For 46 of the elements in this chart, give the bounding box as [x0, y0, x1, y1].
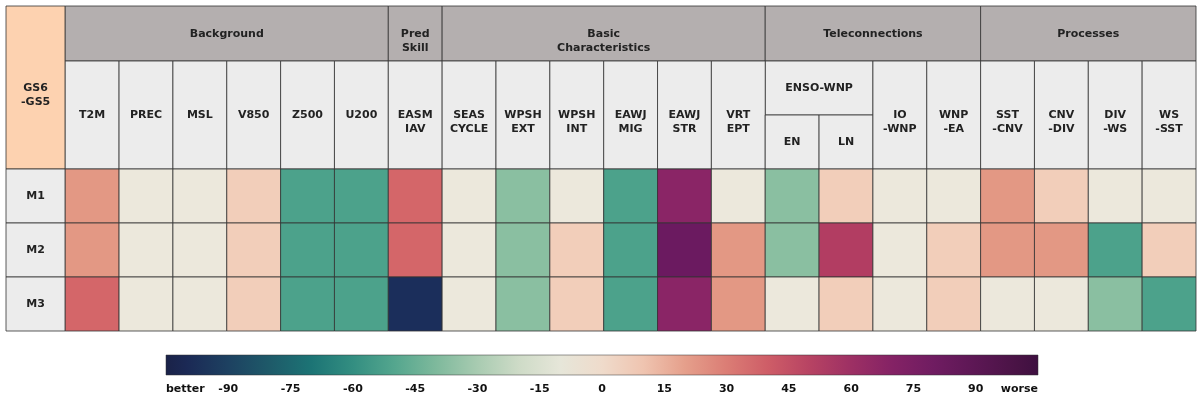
text: Pred Skill: [400, 26, 430, 54]
x-tick-label: MSL: [186, 108, 213, 121]
x-tick-label: PREC: [129, 108, 163, 121]
x-tick-label: DIV-WS: [1103, 108, 1128, 135]
x-tick-label: EAWJ STR: [668, 108, 701, 135]
x-tick-label: VRT EPT: [726, 108, 751, 135]
x-tick-label: V850: [237, 108, 270, 121]
text: Teleconnections: [823, 26, 924, 40]
y-axis-title: GS6 -GS5: [21, 80, 51, 108]
text: Processes: [1057, 26, 1120, 40]
x-tick-label: WS-SST: [1155, 108, 1184, 135]
color-bar-label: worse: [1000, 382, 1038, 395]
text: ENSO-WNP: [785, 81, 853, 94]
color-bar-label: 45: [781, 382, 797, 395]
color-bar-label: -30: [467, 382, 488, 395]
x-tick-label: U200: [345, 108, 378, 121]
color-bar-label: 90: [968, 382, 984, 395]
y-tick-label: M1: [26, 189, 45, 202]
color-bar-label: -75: [280, 382, 301, 395]
y-tick-label: M2: [26, 243, 45, 256]
y-tick-label: M3: [26, 297, 45, 310]
color-bar-label: 0: [598, 382, 607, 395]
text: Background: [189, 26, 264, 40]
x-tick-label: T2M: [79, 108, 106, 121]
color-bar-label: -90: [218, 382, 239, 395]
x-tick-label: EAWJ MIG: [614, 108, 647, 135]
text: Basic Characteristics: [557, 26, 651, 54]
color-bar-label: 75: [905, 382, 922, 395]
x-tick-label: EASM IAV: [397, 108, 433, 135]
x-tick-label: IO-WNP: [883, 108, 917, 135]
color-bar-label: better: [166, 382, 206, 395]
x-tick-label: WNP-EA: [938, 108, 969, 135]
x-tick-label: EN: [783, 135, 801, 148]
x-tick-label: LN: [837, 135, 855, 148]
color-bar-label: -60: [342, 382, 364, 395]
x-tick-label: SEAS CYCLE: [449, 108, 489, 135]
color-bar-label: -45: [405, 382, 426, 395]
color-bar-label: 15: [656, 382, 672, 395]
x-tick-label: SST-CNV: [992, 108, 1024, 135]
color-bar-label: -15: [529, 382, 550, 395]
color-bar-label: 30: [718, 382, 735, 395]
x-tick-label: CNV-DIV: [1048, 108, 1076, 135]
x-tick-label: WPSH EXT: [504, 108, 542, 135]
x-tick-label: Z500: [292, 108, 324, 121]
x-tick-label: WPSH INT: [558, 108, 596, 135]
color-bar-label: 60: [843, 382, 860, 395]
